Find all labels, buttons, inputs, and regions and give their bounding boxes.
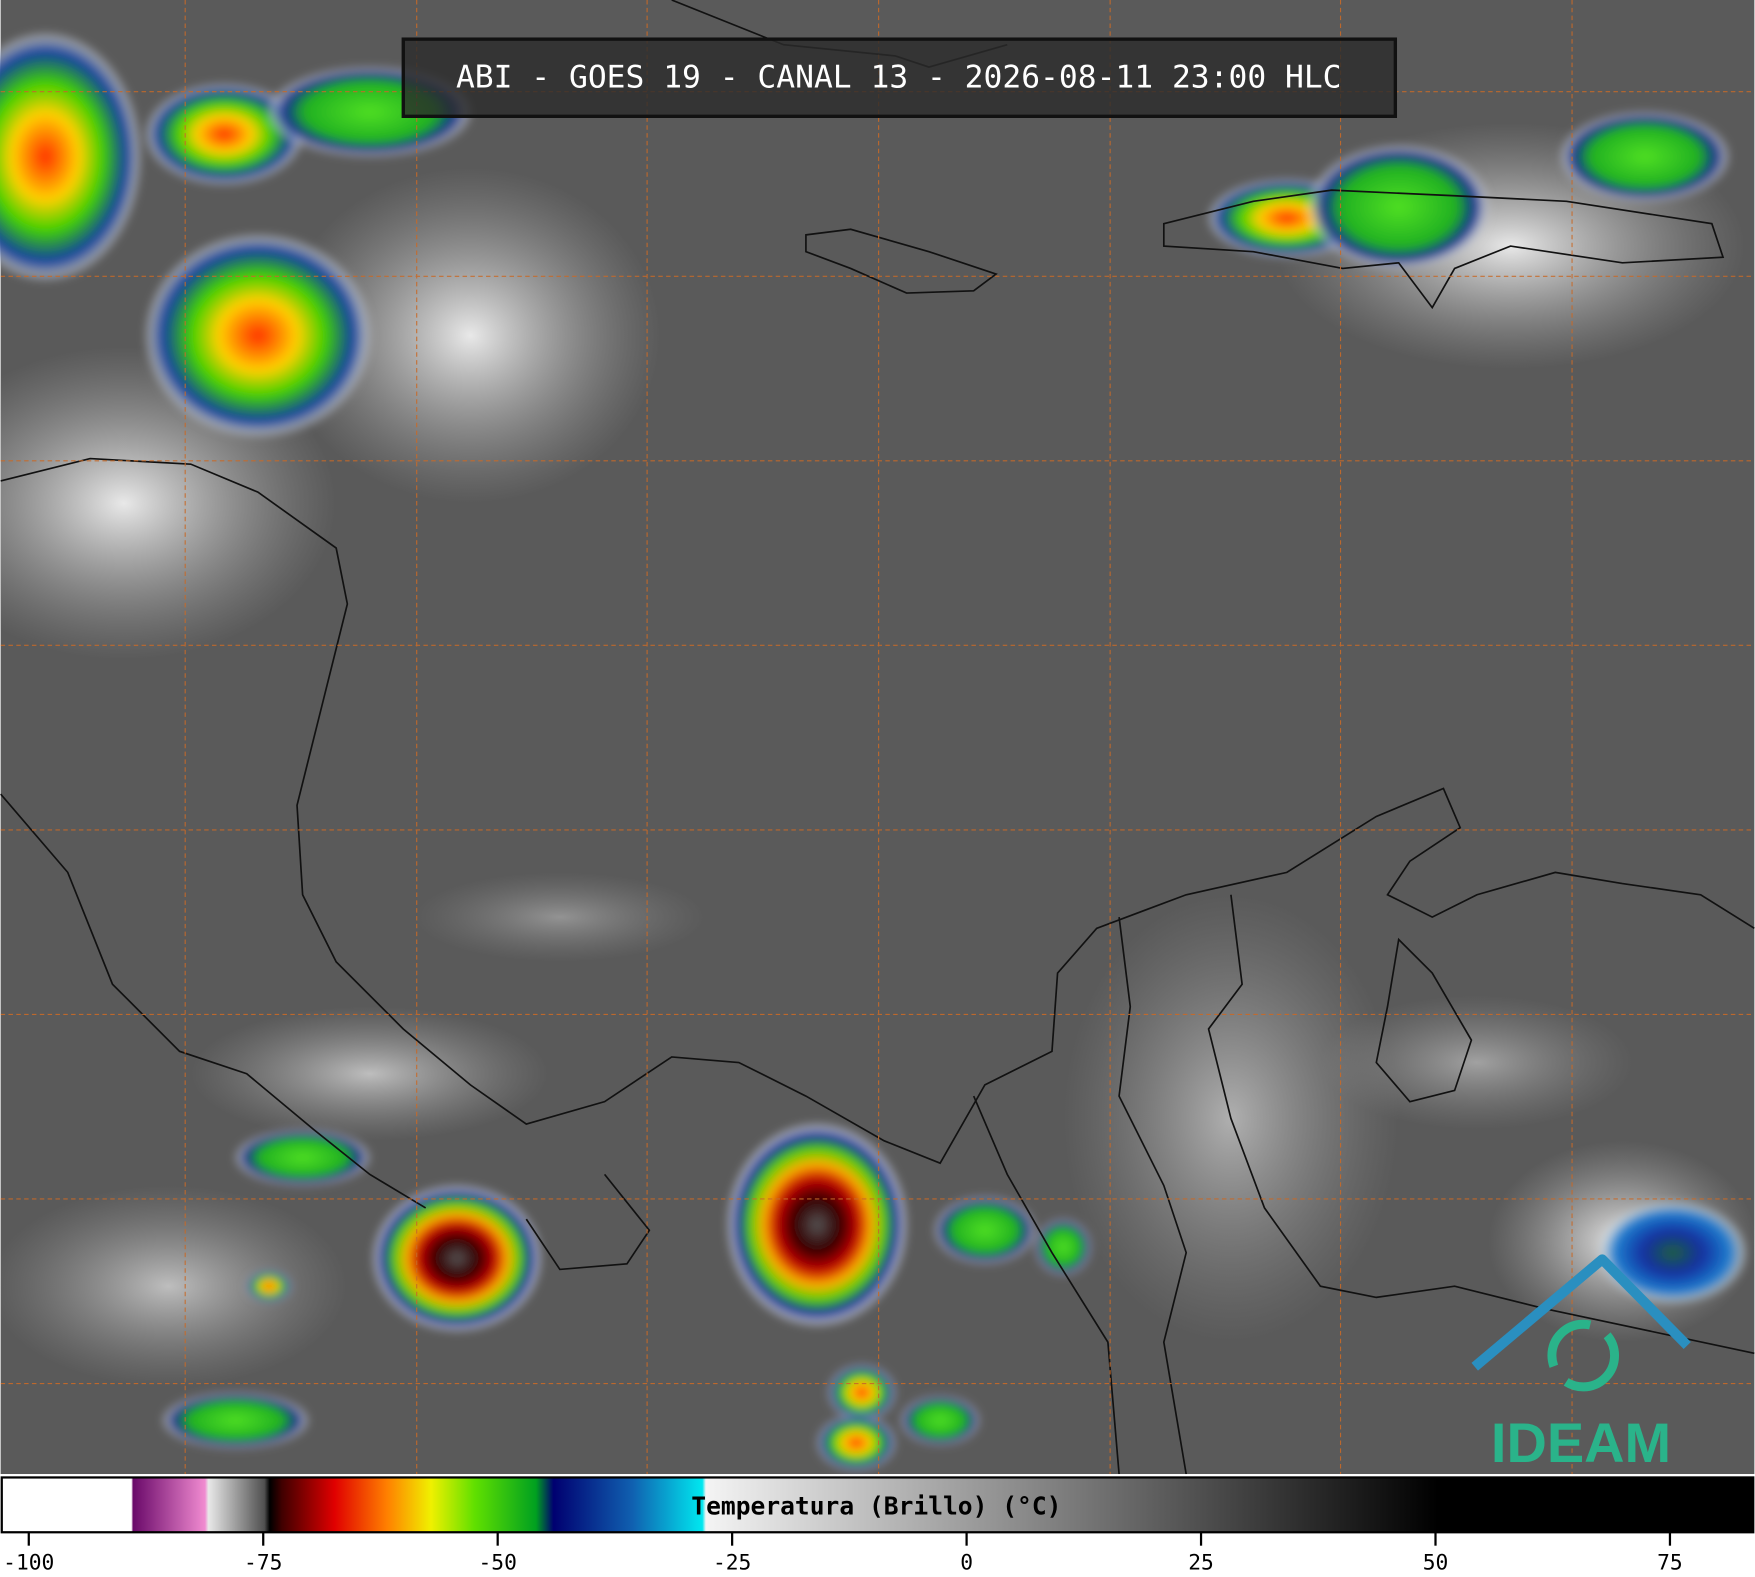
colorbar-tick-label: 0 xyxy=(960,1551,973,1576)
colorbar-tick-label: -75 xyxy=(244,1551,282,1576)
colorbar-tick-label: -25 xyxy=(713,1551,751,1576)
colorbar-tick-label: -100 xyxy=(3,1551,54,1576)
colorbar-ticks: -100 -75 -50 -25 0 25 50 75 xyxy=(3,1532,1683,1576)
convective-cells xyxy=(0,33,1746,1471)
colorbar-label: Temperatura (Brillo) (°C) xyxy=(691,1492,1061,1521)
coastlines xyxy=(0,0,1755,1475)
logo-text: IDEAM xyxy=(1491,1411,1671,1474)
colorbar-tick-label: -50 xyxy=(478,1551,516,1576)
title: ABI - GOES 19 - CANAL 13 - 2026-08-11 23… xyxy=(456,59,1342,95)
colorbar-tick-label: 75 xyxy=(1657,1551,1683,1576)
logo: IDEAM xyxy=(1471,1254,1691,1474)
colorbar xyxy=(0,1476,1755,1534)
colorbar-tick-label: 25 xyxy=(1188,1551,1214,1576)
colorbar-tick-label: 50 xyxy=(1423,1551,1449,1576)
title-box xyxy=(401,37,1398,118)
